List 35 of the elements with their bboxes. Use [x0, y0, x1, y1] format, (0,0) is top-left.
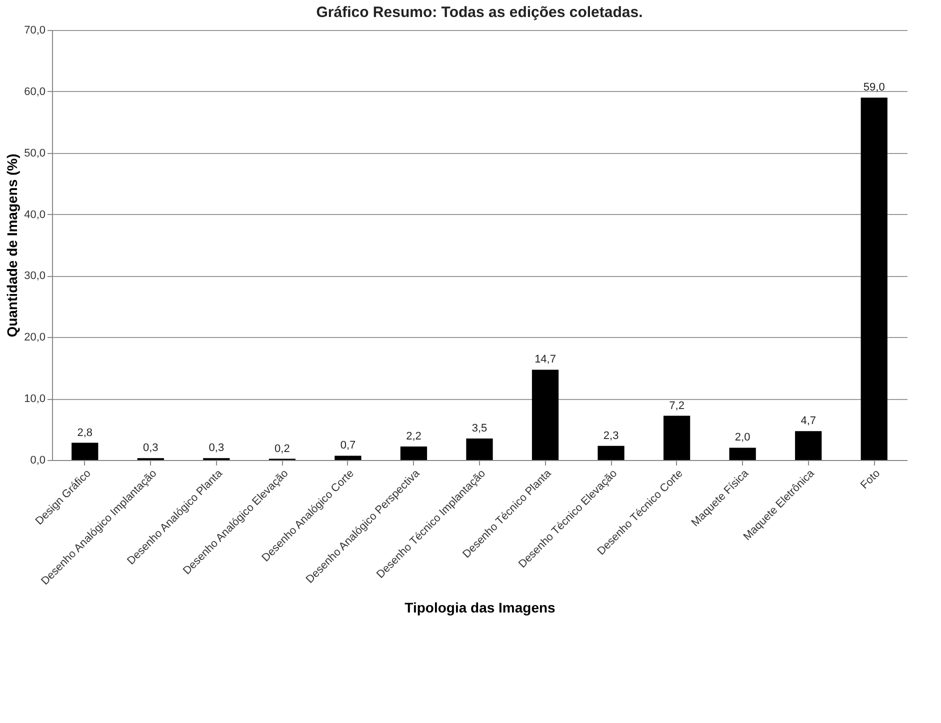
bar	[400, 446, 428, 460]
x-axis-title: Tipologia das Imagens	[404, 600, 556, 616]
chart-title: Gráfico Resumo: Todas as edições coletadas.	[316, 4, 643, 21]
data-label: 0,3	[143, 442, 158, 454]
bar	[663, 416, 690, 460]
data-label: 0,3	[208, 442, 224, 454]
bar	[334, 456, 362, 460]
y-axis-title: Quantidade de Imagens (%)	[4, 154, 20, 338]
x-tick-label: Foto	[858, 468, 883, 492]
y-tick-label: 20,0	[24, 332, 46, 344]
y-tick-label: 10,0	[24, 393, 46, 406]
y-tick-label: 60,0	[24, 86, 46, 98]
y-tick-label: 40,0	[24, 208, 46, 221]
bar	[72, 442, 98, 460]
y-tick-label: 50,0	[24, 147, 46, 160]
bar	[466, 438, 493, 460]
bar	[729, 448, 756, 460]
data-label: 3,5	[472, 422, 488, 434]
data-label: 2,3	[603, 430, 619, 442]
bar	[598, 446, 624, 460]
y-tick-label: 30,0	[24, 270, 46, 282]
data-label: 4,7	[800, 415, 816, 428]
data-label: 2,2	[406, 430, 422, 442]
data-label: 7,2	[669, 400, 684, 412]
data-label: 0,2	[274, 442, 290, 455]
data-label: 14,7	[534, 354, 556, 366]
data-label: 0,7	[340, 440, 356, 452]
y-tick-label: 70,0	[24, 24, 46, 36]
bar	[795, 431, 822, 460]
data-label: 2,8	[77, 426, 93, 439]
data-label: 59,0	[863, 82, 885, 94]
data-label: 2,0	[734, 432, 750, 444]
bar	[532, 370, 559, 460]
bar	[860, 98, 888, 460]
y-tick-label: 0,0	[30, 454, 46, 466]
